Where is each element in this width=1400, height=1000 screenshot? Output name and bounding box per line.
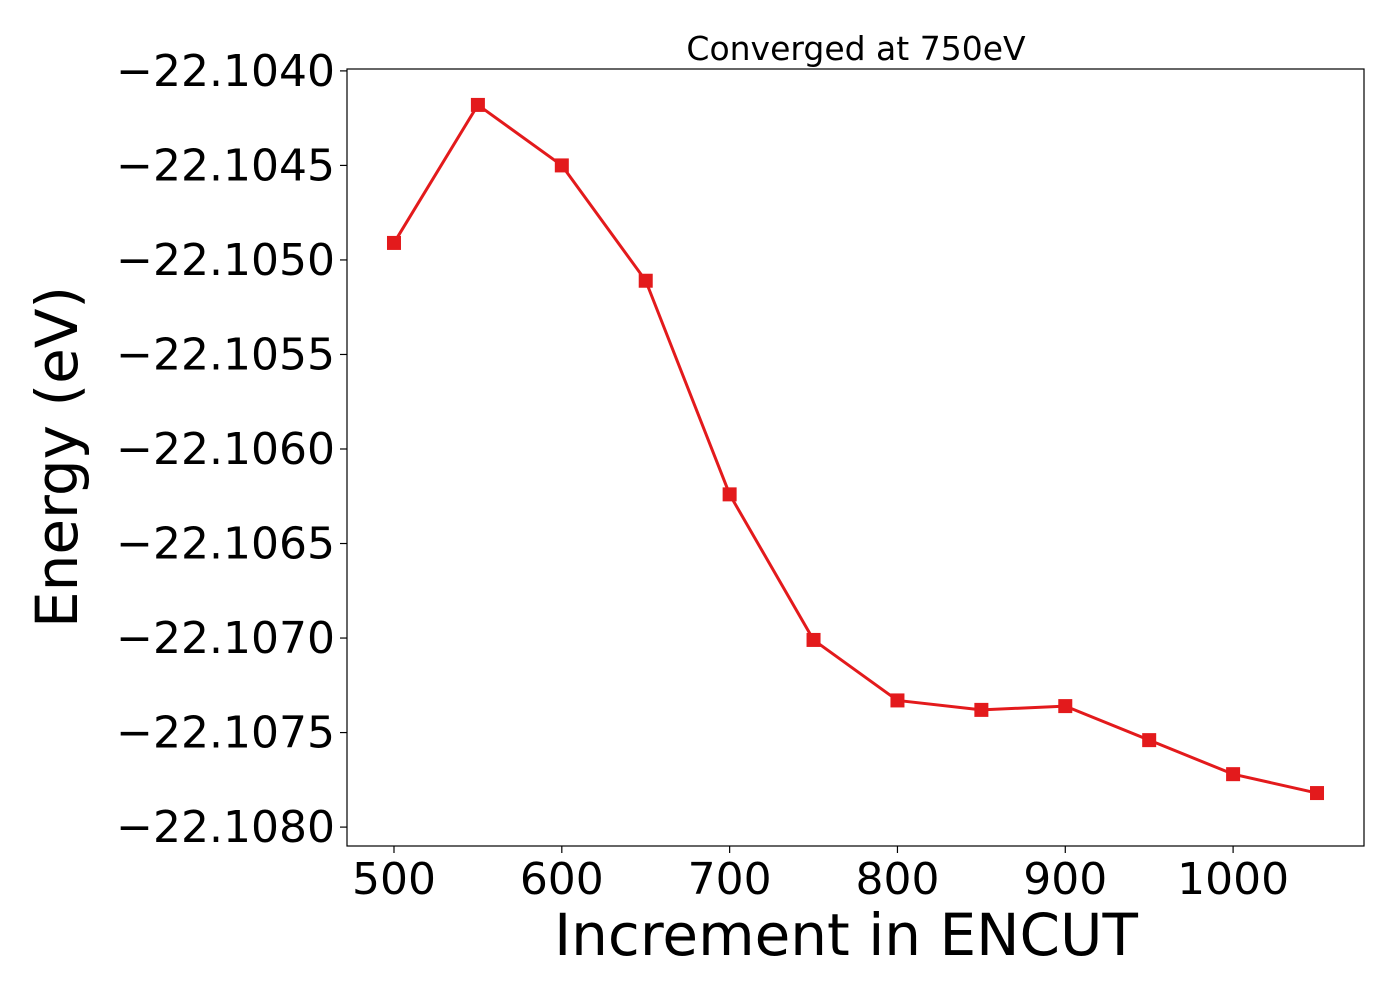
y-tick-label: −22.1050 [116, 235, 335, 286]
x-tick-label: 700 [688, 854, 772, 905]
y-tick-label: −22.1080 [116, 802, 335, 853]
chart-title: Converged at 750eV [686, 29, 1026, 68]
data-point-marker [470, 97, 485, 112]
series-layer [386, 97, 1325, 801]
data-point-marker [890, 693, 905, 708]
data-point-marker [1058, 699, 1073, 714]
data-point-marker [722, 487, 737, 502]
data-point-marker [806, 632, 821, 647]
y-tick-label: −22.1045 [116, 140, 335, 191]
x-tick-label: 900 [1023, 854, 1107, 905]
y-tick-label: −22.1070 [116, 613, 335, 664]
y-axis-ticks: −22.1040 −22.1045 −22.1050 −22.1055 −22.1060… [116, 46, 347, 853]
data-point-marker [386, 235, 401, 250]
x-axis-ticks: 500 600 700 800 900 1000 [352, 846, 1289, 905]
x-tick-label: 500 [352, 854, 436, 905]
plot-area-frame [346, 68, 1365, 847]
data-point-marker [1226, 767, 1241, 782]
data-point-marker [974, 702, 989, 717]
data-point-marker [1142, 733, 1157, 748]
x-tick-label: 800 [855, 854, 939, 905]
x-axis-label: Increment in ENCUT [554, 901, 1138, 969]
y-tick-label: −22.1055 [116, 329, 335, 380]
x-tick-label: 1000 [1177, 854, 1289, 905]
y-tick-label: −22.1075 [116, 708, 335, 759]
data-point-marker [554, 158, 569, 173]
y-tick-label: −22.1060 [116, 424, 335, 475]
series-line [392, 103, 1318, 795]
data-point-marker [638, 273, 653, 288]
y-tick-label: −22.1040 [116, 46, 335, 97]
y-tick-label: −22.1065 [116, 519, 335, 570]
y-axis-label: Energy (eV) [23, 286, 91, 628]
x-tick-label: 600 [520, 854, 604, 905]
data-point-marker [1310, 786, 1325, 801]
